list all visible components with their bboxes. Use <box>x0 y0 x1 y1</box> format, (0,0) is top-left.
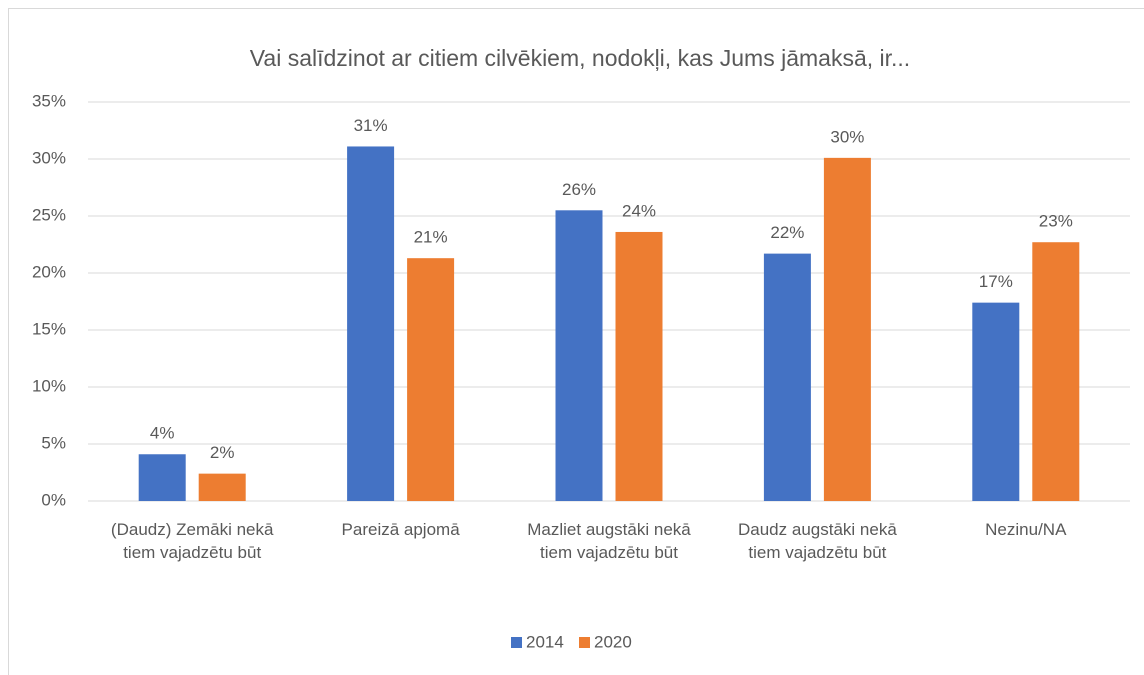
x-tick-label: Daudz augstāki nekā tiem vajadzētu būt <box>738 520 897 562</box>
data-label: 23% <box>1039 212 1073 231</box>
data-label: 21% <box>414 228 448 247</box>
bar <box>347 146 395 501</box>
bar <box>555 210 603 502</box>
data-label: 31% <box>354 116 388 135</box>
bar <box>1032 242 1080 501</box>
legend-swatch <box>511 637 522 648</box>
y-tick-label: 30% <box>32 148 66 167</box>
bar <box>198 473 246 501</box>
x-tick-label: Pareizā apjomā <box>341 520 460 539</box>
data-label: 4% <box>150 424 175 443</box>
data-label: 24% <box>622 201 656 220</box>
y-tick-label: 5% <box>41 433 66 452</box>
x-tick-label: Mazliet augstāki nekā tiem vajadzētu būt <box>527 520 691 562</box>
bar <box>407 258 455 501</box>
y-tick-label: 10% <box>32 376 66 395</box>
legend-label: 2020 <box>594 632 632 651</box>
data-label: 26% <box>562 180 596 199</box>
y-tick-label: 20% <box>32 262 66 281</box>
bar <box>823 157 871 502</box>
data-label: 22% <box>770 223 804 242</box>
x-tick-label: Nezinu/NA <box>985 520 1067 539</box>
data-label: 17% <box>979 272 1013 291</box>
bar <box>763 253 811 501</box>
bar <box>138 454 186 501</box>
x-tick-label: (Daudz) Zemāki nekā tiem vajadzētu būt <box>110 520 274 562</box>
chart-title: Vai salīdzinot ar citiem cilvēkiem, nodo… <box>250 45 910 71</box>
y-tick-label: 25% <box>32 205 66 224</box>
data-label: 2% <box>210 443 235 462</box>
legend-label: 2014 <box>526 632 564 651</box>
legend-swatch <box>579 637 590 648</box>
y-tick-label: 15% <box>32 319 66 338</box>
y-tick-label: 0% <box>41 490 66 509</box>
data-label: 30% <box>830 127 864 146</box>
bar <box>972 302 1020 501</box>
y-tick-label: 35% <box>32 91 66 110</box>
bar <box>615 231 663 501</box>
